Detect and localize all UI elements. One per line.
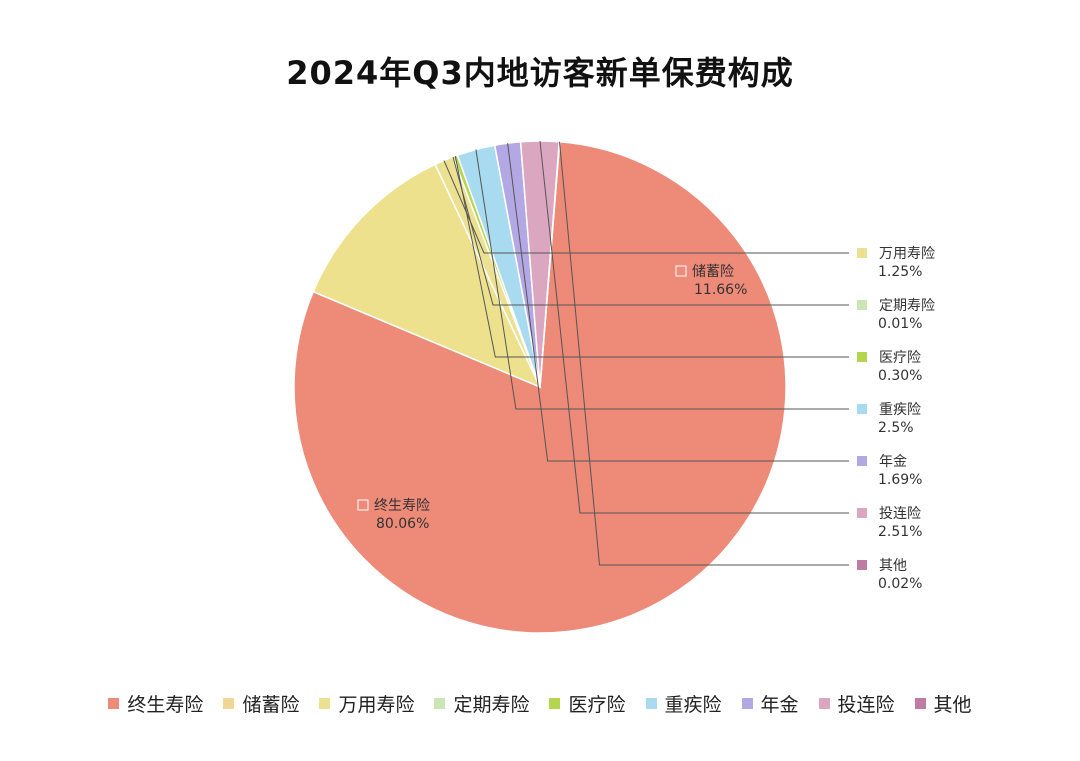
slice-label-5: 医疗险 [879, 350, 921, 366]
slice-label-swatch-3 [857, 248, 867, 258]
slice-label-swatch-8 [857, 508, 867, 518]
chart-title: 2024年Q3内地访客新单保费构成 [286, 54, 794, 92]
slice-value-7: 1.69% [878, 472, 922, 488]
legend-item-3: 万用寿险 [319, 690, 414, 717]
slice-value-9: 0.02% [878, 576, 922, 592]
legend-item-2: 储蓄险 [223, 690, 299, 717]
leader-line-3 [443, 160, 849, 254]
slice-label-9: 其他 [879, 558, 907, 574]
slice-label-1: 终生寿险 [374, 497, 430, 514]
legend-item-8: 投连险 [818, 690, 895, 717]
leader-line-9 [559, 141, 849, 566]
slice-value-8: 2.51% [878, 524, 922, 540]
slice-value-1: 80.06% [376, 516, 429, 532]
slice-label-3: 万用寿险 [879, 245, 935, 262]
legend-label: 终生寿险 [127, 694, 204, 716]
legend-swatch [741, 698, 753, 709]
slice-value-4: 0.01% [878, 316, 922, 332]
legend-swatch [818, 698, 830, 709]
slice-label-4: 定期寿险 [879, 297, 935, 314]
slice-label-swatch-5 [857, 352, 867, 362]
legend-label: 年金 [760, 694, 799, 716]
legend-label: 重疾险 [664, 694, 722, 716]
leader-line-7 [507, 143, 849, 462]
slice-label-6: 重疾险 [879, 402, 921, 418]
legend-label: 其他 [933, 694, 972, 716]
leader-line-8 [539, 140, 849, 514]
slice-label-swatch-2 [675, 265, 687, 277]
slice-label-swatch-9 [857, 560, 867, 570]
leader-line-6 [475, 149, 849, 410]
slice-value-3: 1.25% [878, 264, 922, 280]
legend-label: 定期寿险 [453, 694, 530, 716]
legend-label: 储蓄险 [242, 694, 300, 716]
legend-swatch [319, 698, 331, 709]
leader-line-5 [454, 155, 849, 358]
legend-item-1: 终生寿险 [108, 690, 203, 717]
slice-label-swatch-7 [857, 456, 867, 466]
slice-value-5: 0.30% [878, 368, 922, 384]
slice-value-2: 11.66% [694, 282, 747, 298]
slice-label-swatch-4 [857, 300, 867, 310]
legend-swatch [645, 698, 657, 709]
leader-line-4 [452, 156, 849, 306]
legend-swatch [108, 698, 120, 709]
slice-label-7: 年金 [879, 454, 907, 470]
legend-item-9: 其他 [914, 690, 972, 717]
legend-label: 投连险 [837, 694, 895, 716]
legend-swatch [223, 698, 235, 709]
legend-label: 万用寿险 [338, 694, 415, 716]
pie-slice-2 [312, 163, 542, 389]
legend-item-5: 医疗险 [549, 690, 626, 717]
legend-swatch [914, 698, 926, 709]
legend-item-7: 年金 [741, 690, 799, 717]
legend-item-6: 重疾险 [645, 690, 722, 717]
legend-item-4: 定期寿险 [434, 690, 529, 717]
legend: 终生寿险 储蓄险 万用寿险 定期寿险 医疗险 重疾险 年金 投连险 其他 [0, 690, 1080, 717]
slice-label-2: 储蓄险 [692, 264, 734, 280]
slice-value-6: 2.5% [878, 420, 914, 436]
legend-swatch [434, 698, 446, 709]
legend-label: 医疗险 [568, 694, 626, 716]
slice-label-8: 投连险 [879, 506, 921, 522]
slice-label-swatch-6 [857, 404, 867, 414]
slice-label-swatch-1 [357, 499, 369, 511]
legend-swatch [549, 698, 561, 709]
